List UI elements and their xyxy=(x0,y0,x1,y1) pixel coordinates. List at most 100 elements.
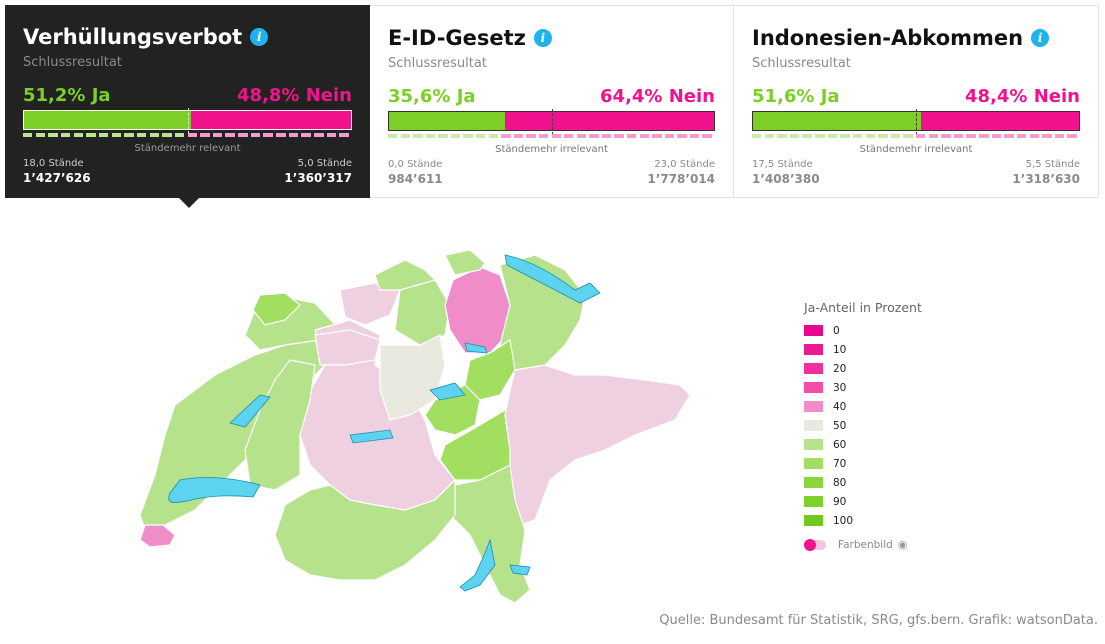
result-bar xyxy=(388,109,715,135)
toggle-switch[interactable] xyxy=(804,538,826,551)
canton-region[interactable] xyxy=(504,364,691,526)
canton-region[interactable] xyxy=(424,384,481,436)
canton-region[interactable] xyxy=(339,282,401,326)
legend-swatch xyxy=(804,420,823,431)
card-title: Indonesien-Abkommen i xyxy=(752,26,1050,50)
legend-swatch xyxy=(804,401,823,412)
legend-value: 10 xyxy=(833,343,847,356)
legend-swatch xyxy=(804,325,823,336)
canton-dash xyxy=(564,134,574,138)
staende-no: 5,5 Stände xyxy=(1025,159,1080,170)
card-title: Verhüllungsverbot i xyxy=(23,25,269,49)
canton-region[interactable] xyxy=(444,249,486,276)
canton-dashes xyxy=(752,134,1080,139)
canton-dash xyxy=(174,133,185,137)
staendemehr-note: Ständemehr irrelevant xyxy=(859,144,973,155)
canton-dash xyxy=(1067,134,1077,138)
canton-dash xyxy=(664,134,675,138)
info-icon[interactable]: i xyxy=(250,28,269,46)
canton-dash xyxy=(23,133,33,137)
legend-value: 20 xyxy=(833,362,847,375)
canton-dash xyxy=(48,133,58,137)
canton-dash xyxy=(979,134,989,138)
canton-region[interactable] xyxy=(314,329,381,366)
canton-dash xyxy=(60,133,71,137)
canton-dash xyxy=(953,134,964,138)
lake-icon xyxy=(429,382,466,401)
canton-dash xyxy=(576,134,587,138)
no-percent: 48,8% Nein xyxy=(237,85,352,106)
legend-item: 20 xyxy=(804,359,922,378)
active-card-pointer xyxy=(179,198,199,208)
canton-dash xyxy=(991,134,1002,138)
canton-dash xyxy=(187,133,197,137)
canton-dash xyxy=(1004,134,1014,138)
canton-region[interactable] xyxy=(464,338,516,401)
staendemehr-note: Ständemehr relevant xyxy=(134,143,241,154)
canton-dash xyxy=(476,134,486,138)
canton-dash xyxy=(314,133,324,137)
legend-item: 100 xyxy=(804,511,922,530)
canton-dashes xyxy=(23,133,352,138)
legend-title: Ja-Anteil in Prozent xyxy=(804,300,922,315)
canton-region[interactable] xyxy=(449,464,531,604)
canton-dash xyxy=(413,134,423,138)
votes-no: 1’360’317 xyxy=(284,171,352,185)
canton-dash xyxy=(301,133,311,137)
vote-card-e-id-gesetz[interactable]: E-ID-Gesetz i Schlussresultat 35,6% Ja 64… xyxy=(370,5,734,198)
legend-swatch xyxy=(804,363,823,374)
canton-dash xyxy=(263,133,273,137)
canton-region[interactable] xyxy=(252,292,301,326)
votes-no: 1’778’014 xyxy=(647,172,715,186)
canton-dash xyxy=(288,133,299,137)
canton-region[interactable] xyxy=(139,524,176,548)
legend-item: 90 xyxy=(804,492,922,511)
legend-item: 0 xyxy=(804,321,922,340)
lake-icon xyxy=(168,477,261,503)
legend-item: 60 xyxy=(804,435,922,454)
canton-dash xyxy=(789,134,800,138)
legend-value: 60 xyxy=(833,438,847,451)
canton-dash xyxy=(1016,134,1027,138)
canton-dash xyxy=(488,134,499,138)
lake-icon xyxy=(459,538,496,592)
canton-region[interactable] xyxy=(394,279,451,346)
lake-icon xyxy=(509,564,531,576)
majority-line xyxy=(187,108,189,134)
canton-dash xyxy=(865,134,875,138)
info-icon[interactable]: i xyxy=(533,29,552,47)
staendemehr-note: Ständemehr irrelevant xyxy=(495,144,608,155)
canton-dash xyxy=(526,134,536,138)
canton-dash xyxy=(815,134,825,138)
staende-no: 23,0 Stände xyxy=(654,159,715,170)
canton-dash xyxy=(802,134,812,138)
info-icon[interactable]: i xyxy=(1031,29,1050,47)
legend-swatch xyxy=(804,477,823,488)
vote-card-verhuellungsverbot[interactable]: Verhüllungsverbot i Schlussresultat 51,2%… xyxy=(5,5,370,198)
legend-swatch xyxy=(804,496,823,507)
canton-region[interactable] xyxy=(274,478,456,581)
result-bar-yes xyxy=(389,112,505,130)
canton-region[interactable] xyxy=(374,259,437,291)
legend-value: 40 xyxy=(833,400,847,413)
canton-dash xyxy=(111,133,122,137)
canton-dash xyxy=(425,134,436,138)
canton-dash xyxy=(124,133,134,137)
canton-region[interactable] xyxy=(444,266,511,354)
votes-yes: 1’427’626 xyxy=(23,171,91,185)
farbenbild-toggle[interactable]: Farbenbild ◉ xyxy=(804,538,922,551)
legend-item: 80 xyxy=(804,473,922,492)
canton-dash xyxy=(966,134,976,138)
vote-card-indonesien-abkommen[interactable]: Indonesien-Abkommen i Schlussresultat 51,… xyxy=(734,5,1099,198)
result-bar-yes xyxy=(24,111,192,129)
card-title: E-ID-Gesetz i xyxy=(388,26,552,50)
canton-dash xyxy=(890,134,901,138)
legend-value: 100 xyxy=(833,514,854,527)
card-title-text: Indonesien-Abkommen xyxy=(752,26,1024,50)
votes-yes: 984’611 xyxy=(388,172,443,186)
canton-dash xyxy=(73,133,84,137)
canton-dash xyxy=(463,134,473,138)
majority-line xyxy=(551,109,553,135)
canton-dash xyxy=(764,134,775,138)
canton-dash xyxy=(400,134,410,138)
